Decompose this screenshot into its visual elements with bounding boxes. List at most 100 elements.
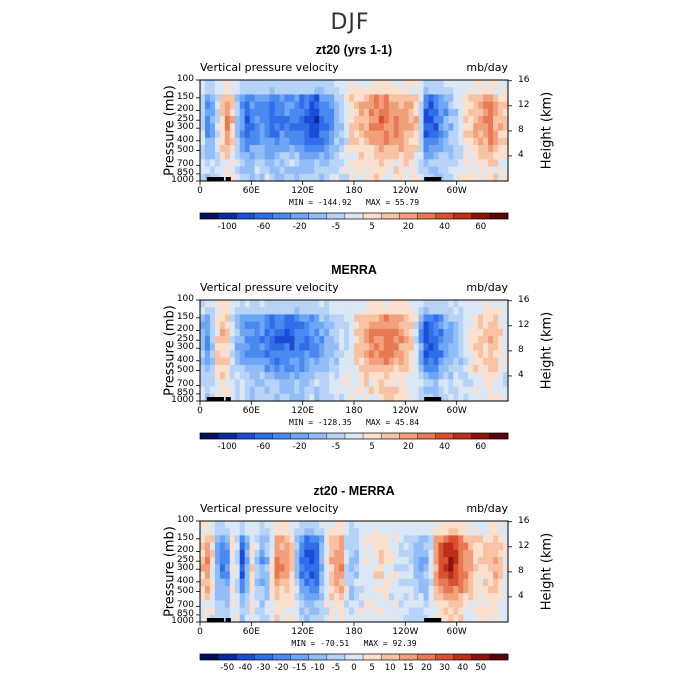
heatmap-cell [279, 542, 286, 551]
heatmap-cell [398, 578, 405, 587]
heatmap-cell [368, 528, 375, 537]
heatmap-cell [279, 300, 286, 308]
heatmap-field [200, 300, 509, 402]
heatmap-cell [468, 600, 474, 609]
heatmap-cell [324, 307, 330, 316]
heatmap-cell [249, 321, 256, 330]
heatmap-cell [458, 300, 464, 308]
heatmap-cell [498, 159, 504, 168]
heatmap-cell [279, 379, 286, 388]
heatmap-cell [458, 393, 464, 402]
heatmap-cell [309, 94, 315, 103]
heatmap-cell [344, 357, 350, 366]
heatmap-cell [214, 321, 221, 330]
heatmap-cell [214, 87, 221, 96]
heatmap-cell [259, 393, 266, 402]
heatmap-cell [378, 350, 385, 359]
heatmap-cell [458, 364, 464, 373]
heatmap-cell [274, 357, 281, 366]
heatmap-cell [334, 564, 340, 573]
heatmap-cell [468, 578, 474, 587]
heatmap-cell [383, 372, 390, 380]
heatmap-cell [229, 600, 236, 609]
heatmap-cell [304, 173, 310, 182]
heatmap-cell [398, 542, 405, 551]
heatmap-cell [294, 393, 300, 402]
heatmap-cell [319, 535, 325, 544]
heatmap-cell [503, 80, 509, 88]
heatmap-cell [254, 357, 261, 366]
heatmap-cell [249, 571, 256, 580]
heatmap-cell [204, 314, 211, 323]
heatmap-cell [418, 173, 425, 182]
heatmap-cell [373, 564, 380, 573]
heatmap-cell [274, 386, 281, 395]
heatmap-cell [269, 144, 276, 153]
colorbar-tick-label: -30 [256, 663, 271, 673]
heatmap-cell [249, 144, 256, 153]
heatmap-cell [433, 585, 440, 594]
heatmap-cell [314, 80, 320, 88]
heatmap-cell [488, 600, 494, 609]
heatmap-cell [493, 578, 499, 587]
heatmap-cell [264, 593, 271, 601]
heatmap-cell [498, 393, 504, 402]
heatmap-cell [200, 123, 206, 132]
heatmap-cell [423, 542, 430, 551]
heatmap-cell [368, 357, 375, 366]
heatmap-cell [344, 528, 350, 537]
heatmap-cell [423, 578, 430, 587]
heatmap-cell [239, 379, 246, 388]
heatmap-cell [423, 152, 430, 160]
heatmap-cell [503, 364, 509, 373]
heatmap-cell [304, 300, 310, 308]
heatmap-cell [393, 159, 400, 168]
heatmap-cell [388, 542, 395, 551]
heatmap-cell [363, 116, 370, 124]
heatmap-cell [483, 535, 489, 544]
heatmap-cell [503, 372, 509, 380]
heatmap-cell [478, 152, 484, 160]
heatmap-cell [289, 585, 295, 594]
heatmap-cell [483, 116, 489, 124]
heatmap-cell [299, 372, 305, 380]
heatmap-cell [403, 364, 410, 373]
heatmap-cell [339, 607, 345, 616]
heatmap-cell [329, 328, 335, 337]
heatmap-cell [403, 152, 410, 160]
heatmap-cell [319, 94, 325, 103]
heatmap-cell [423, 521, 430, 529]
heatmap-cell [378, 593, 385, 601]
heatmap-cell [368, 578, 375, 587]
heatmap-cell [354, 521, 360, 529]
heatmap-cell [403, 357, 410, 366]
heatmap-cell [358, 343, 365, 352]
heatmap-cell [324, 350, 330, 359]
heatmap-cell [393, 564, 400, 573]
heatmap-cell [319, 571, 325, 580]
heatmap-cell [279, 80, 286, 88]
heatmap-cell [473, 600, 479, 609]
heatmap-cell [363, 350, 370, 359]
heatmap-cell [413, 571, 420, 580]
heatmap-cell [443, 144, 449, 153]
heatmap-cell [314, 307, 320, 316]
heatmap-cell [473, 521, 479, 529]
heatmap-cell [483, 364, 489, 373]
y-tick-label: 300 [176, 342, 194, 353]
heatmap-cell [349, 600, 355, 609]
heatmap-cell [264, 173, 271, 182]
heatmap-cell [344, 328, 350, 337]
heatmap-cell [373, 350, 380, 359]
heatmap-cell [284, 307, 291, 316]
heatmap-cell [448, 593, 454, 601]
heatmap-cell [368, 130, 375, 139]
heatmap-cell [239, 152, 246, 160]
heatmap-cell [339, 166, 345, 175]
heatmap-cell [314, 542, 320, 551]
heatmap-cell [254, 379, 261, 388]
heatmap-cell [229, 372, 236, 380]
heatmap-cell [453, 101, 459, 110]
heatmap-cell [483, 94, 489, 103]
